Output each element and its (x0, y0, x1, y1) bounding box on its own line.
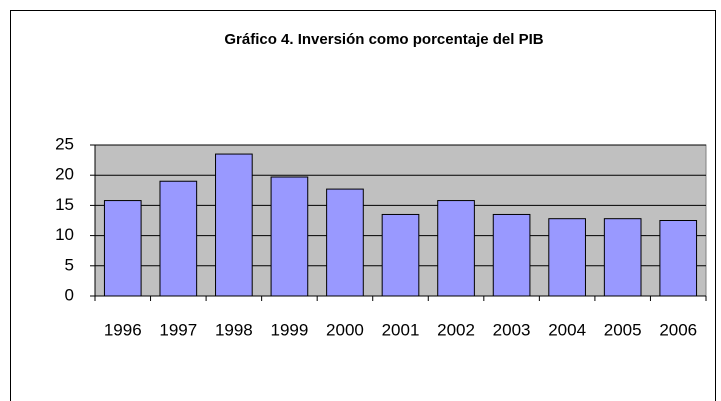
bar (603, 218, 642, 297)
bar (548, 218, 586, 297)
y-tick-label: 15 (55, 195, 74, 214)
x-tick-label: 2001 (382, 320, 420, 339)
x-tick-label: 1998 (215, 320, 253, 339)
x-tick-label: 2003 (493, 320, 531, 339)
bar (103, 200, 142, 297)
bar (159, 180, 198, 297)
x-tick-label: 1996 (104, 320, 142, 339)
y-tick-label: 5 (65, 255, 74, 274)
bar (326, 188, 364, 297)
x-tick-label: 2000 (326, 320, 364, 339)
y-tick-label: 20 (55, 165, 74, 184)
bar (492, 213, 531, 297)
x-tick-label: 2004 (548, 320, 586, 339)
y-tick-label: 0 (65, 285, 74, 304)
bar (381, 213, 420, 297)
y-tick-label: 10 (55, 225, 74, 244)
x-tick-label: 2002 (437, 320, 475, 339)
x-tick-label: 1997 (159, 320, 197, 339)
bar (215, 153, 253, 297)
bar (437, 200, 475, 297)
bar (659, 220, 698, 297)
bar (270, 176, 309, 297)
x-tick-label: 2005 (604, 320, 642, 339)
y-tick-label: 25 (55, 134, 74, 153)
chart-title: Gráfico 4. Inversión como porcentaje del… (224, 31, 543, 48)
x-tick-label: 1999 (270, 320, 308, 339)
x-tick-label: 2006 (659, 320, 697, 339)
